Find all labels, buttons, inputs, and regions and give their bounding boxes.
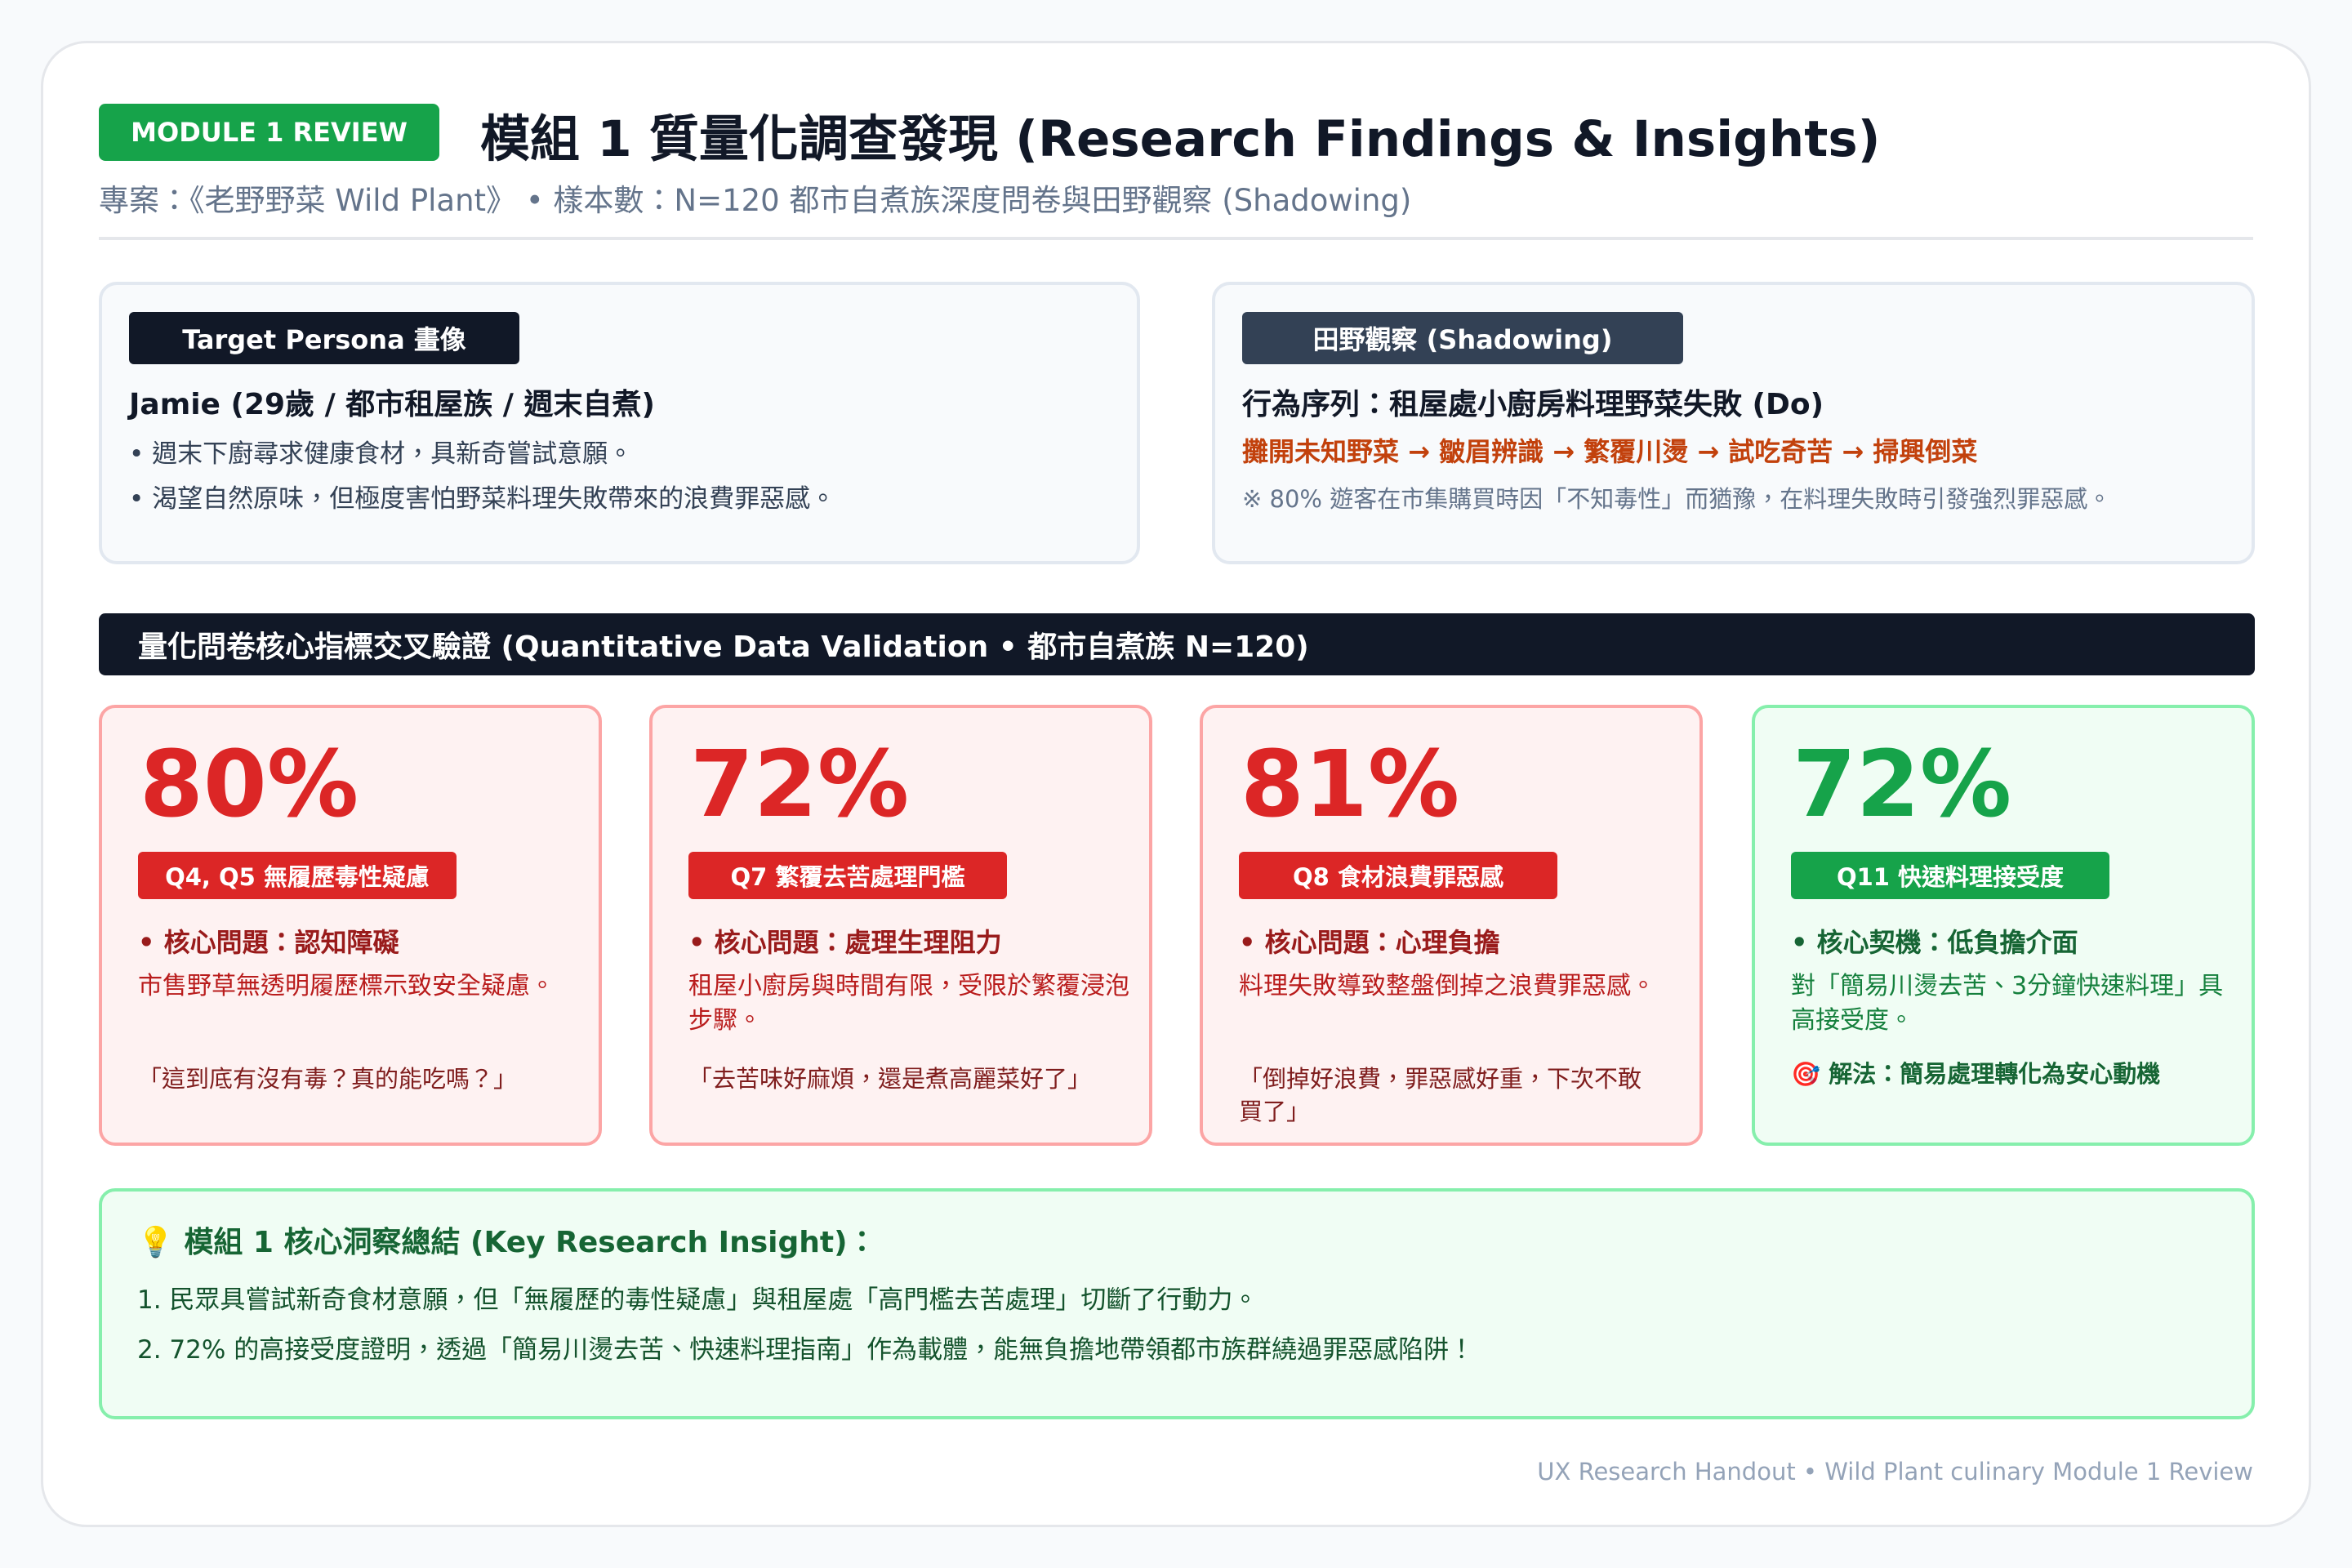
stat-solution: 🎯 解法：簡易處理轉化為安心動機 (1791, 1060, 2161, 1088)
stat-value: 80% (140, 732, 359, 838)
persona-name: Jamie (29歲 / 都市租屋族 / 週末自煮) (129, 388, 655, 421)
stat-quote: 「去苦味好麻煩，還是煮高麗菜好了」 (688, 1065, 1092, 1093)
stat-card: 80% Q4, Q5 無履歷毒性疑慮 • 核心問題：認知障礙市售野草無透明履歷標示致… (99, 705, 602, 1146)
stat-point: • 核心契機：低負擔介面 (1791, 927, 2078, 958)
stat-card: 72% Q7 繁覆去苦處理門檻 • 核心問題：處理生理阻力租屋小廚房與時間有限，受限… (649, 705, 1152, 1146)
stat-description: 市售野草無透明履歷標示致安全疑慮。 (138, 972, 555, 1000)
persona-bullet: • 渴望自然原味，但極度害怕野菜料理失敗帶來的浪費罪惡感。 (129, 484, 836, 514)
behavior-sequence: 攤開未知野菜 → 皺眉辨識 → 繁覆川燙 → 試吃奇苦 → 掃興倒菜 (1242, 436, 1978, 467)
stat-value: 72% (690, 732, 910, 838)
stat-description: 料理失敗導致整盤倒掉之浪費罪惡感。 (1239, 972, 1655, 1000)
insight-title: 💡 模組 1 核心洞察總結 (Key Research Insight)： (137, 1226, 877, 1259)
divider (99, 237, 2253, 240)
page-title: 模組 1 質量化調查發現 (Research Findings & Insigh… (480, 110, 1881, 168)
stat-point: • 核心問題：心理負擔 (1239, 927, 1500, 958)
stat-tag: Q4, Q5 無履歷毒性疑慮 (138, 852, 457, 899)
stat-tag: Q8 食材浪費罪惡感 (1239, 852, 1557, 899)
persona-bullet: • 週末下廚尋求健康食材，具新奇嘗試意願。 (129, 439, 634, 469)
stat-description: 對「簡易川燙去苦、3分鐘快速料理」具高接受度。 (1791, 972, 2224, 1035)
shadowing-note: ※ 80% 遊客在市集購買時因「不知毒性」而猶豫，在料理失敗時引發強烈罪惡感。 (1242, 485, 2112, 513)
quant-bar: 量化問卷核心指標交叉驗證 (Quantitative Data Validati… (99, 613, 2255, 675)
insight-line: 1. 民眾具嘗試新奇食材意願，但「無履歷的毒性疑慮」與租屋處「高門檻去苦處理」切… (137, 1285, 1258, 1315)
insight-line: 2. 72% 的高接受度證明，透過「簡易川燙去苦、快速料理指南」作為載體，能無負… (137, 1335, 1475, 1365)
stat-tag: Q7 繁覆去苦處理門檻 (688, 852, 1007, 899)
module-badge: MODULE 1 REVIEW (99, 104, 439, 161)
shadowing-heading: 行為序列：租屋處小廚房料理野菜失敗 (Do) (1242, 388, 1824, 421)
footer: UX Research Handout • Wild Plant culinar… (1537, 1458, 2253, 1486)
stat-point: • 核心問題：處理生理阻力 (688, 927, 1002, 958)
insight-box (99, 1188, 2255, 1419)
persona-tag: Target Persona 畫像 (129, 312, 519, 364)
shadowing-tag: 田野觀察 (Shadowing) (1242, 312, 1683, 364)
stat-card: 72% Q11 快速料理接受度 • 核心契機：低負擔介面對「簡易川燙去苦、3分鐘快速… (1752, 705, 2255, 1146)
stat-value: 72% (1793, 732, 2012, 838)
subtitle: 專案：《老野野菜 Wild Plant》 • 樣本數：N=120 都市自煮族深度… (99, 183, 1412, 218)
stat-tag: Q11 快速料理接受度 (1791, 852, 2109, 899)
stat-card: 81% Q8 食材浪費罪惡感 • 核心問題：心理負擔料理失敗導致整盤倒掉之浪費罪惡感… (1200, 705, 1703, 1146)
stat-description: 租屋小廚房與時間有限，受限於繁覆浸泡步驟。 (688, 972, 1129, 1035)
stat-quote: 「倒掉好浪費，罪惡感好重，下次不敢買了」 (1239, 1065, 1642, 1125)
stat-quote: 「這到底有沒有毒？真的能吃嗎？」 (138, 1065, 518, 1093)
stat-point: • 核心問題：認知障礙 (138, 927, 399, 958)
stat-value: 81% (1241, 732, 1460, 838)
